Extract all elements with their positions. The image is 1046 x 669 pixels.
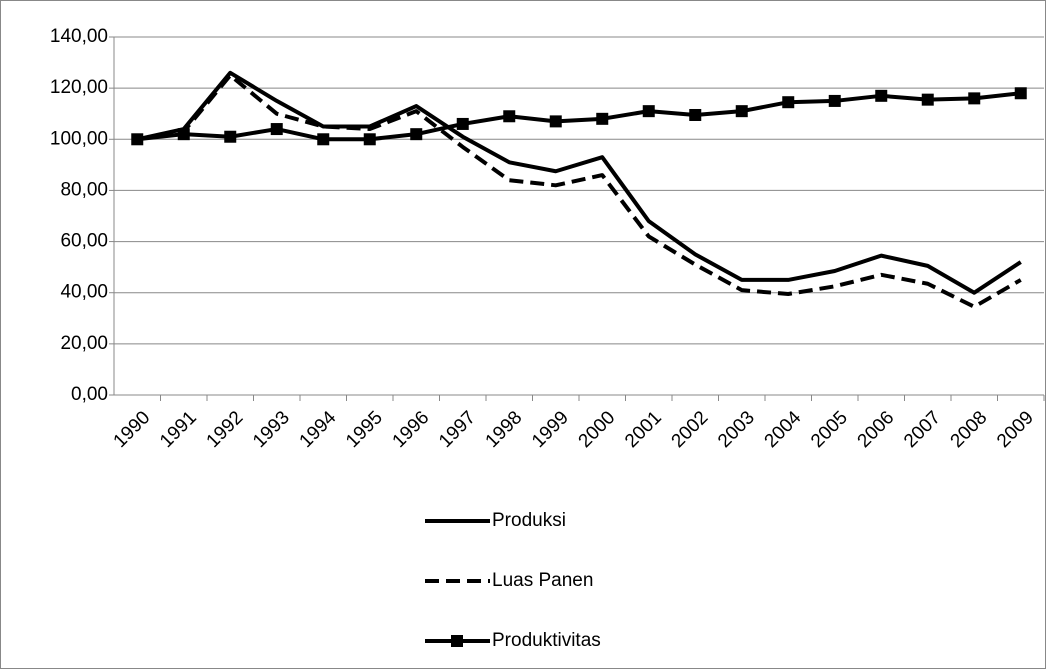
- marker: [921, 93, 934, 106]
- marker: [782, 96, 795, 109]
- y-tick-label: 20,00: [60, 333, 108, 354]
- marker: [270, 123, 283, 136]
- marker: [642, 105, 655, 118]
- series-line: [137, 91, 1021, 142]
- marker: [689, 108, 702, 121]
- y-tick-label: 80,00: [60, 179, 108, 200]
- legend-label: Produksi: [492, 510, 566, 531]
- legend-marker: [451, 635, 463, 647]
- y-tick-label: 140,00: [50, 26, 108, 47]
- y-tick-label: 40,00: [60, 282, 108, 303]
- y-tick-label: 60,00: [60, 231, 108, 252]
- marker: [317, 133, 330, 146]
- marker: [1014, 87, 1027, 100]
- marker: [968, 92, 981, 105]
- series-line: [136, 70, 1022, 295]
- marker: [363, 133, 376, 146]
- legend-label: Luas Panen: [492, 570, 593, 591]
- marker: [875, 89, 888, 102]
- legend-label: Produktivitas: [492, 630, 601, 651]
- marker: [224, 130, 237, 143]
- marker: [503, 110, 516, 123]
- series-line: [136, 73, 1022, 309]
- marker: [735, 105, 748, 118]
- marker: [177, 128, 190, 141]
- marker: [456, 117, 469, 130]
- y-tick-label: 100,00: [50, 128, 108, 149]
- marker: [596, 112, 609, 125]
- marker: [410, 128, 423, 141]
- y-tick-label: 0,00: [71, 384, 108, 405]
- marker: [131, 133, 144, 146]
- marker: [549, 115, 562, 128]
- y-tick-label: 120,00: [50, 77, 108, 98]
- marker: [828, 94, 841, 107]
